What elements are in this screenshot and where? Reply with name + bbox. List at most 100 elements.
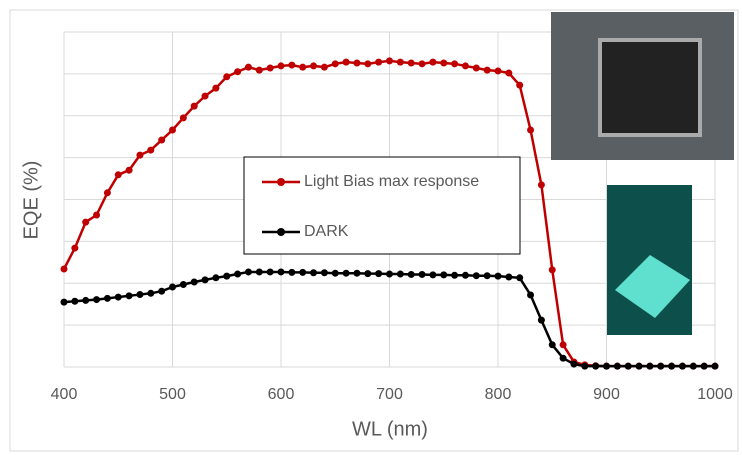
data-point xyxy=(147,146,155,154)
data-point xyxy=(396,58,404,66)
data-point xyxy=(386,57,393,65)
data-point xyxy=(559,341,567,349)
data-point xyxy=(60,298,68,306)
data-point xyxy=(461,271,469,279)
data-point xyxy=(114,171,122,179)
data-point xyxy=(592,362,600,370)
data-point xyxy=(461,62,469,70)
data-point xyxy=(93,296,101,304)
data-point xyxy=(386,270,393,278)
data-point xyxy=(179,281,187,289)
data-point xyxy=(678,362,686,370)
data-point xyxy=(537,316,545,324)
data-point xyxy=(527,126,535,134)
data-point xyxy=(483,66,491,74)
y-axis-title: EQE (%) xyxy=(20,161,42,240)
data-point xyxy=(82,218,90,226)
data-point xyxy=(82,296,90,304)
data-point xyxy=(527,291,535,299)
legend-label: DARK xyxy=(304,223,349,240)
data-point xyxy=(310,269,318,277)
data-point xyxy=(103,294,111,302)
data-point xyxy=(244,63,252,71)
data-point xyxy=(689,362,697,370)
legend: Light Bias max response DARK xyxy=(243,156,521,255)
data-point xyxy=(353,269,361,277)
data-point xyxy=(711,362,719,370)
data-point xyxy=(613,362,621,370)
data-point xyxy=(624,362,632,370)
data-point xyxy=(331,269,339,277)
data-point xyxy=(136,151,144,159)
data-point xyxy=(299,268,307,276)
data-point xyxy=(505,273,513,281)
x-tick-label: 700 xyxy=(376,386,403,403)
data-point xyxy=(277,62,285,70)
photo-device-cell xyxy=(598,38,702,137)
data-point xyxy=(190,102,198,110)
data-point xyxy=(125,292,133,300)
data-point xyxy=(288,61,296,69)
data-point xyxy=(103,189,111,197)
data-point xyxy=(223,73,231,81)
photos xyxy=(551,12,734,335)
data-point xyxy=(548,266,556,274)
data-point xyxy=(179,114,187,122)
data-point xyxy=(342,58,350,66)
data-point xyxy=(255,268,263,276)
data-point xyxy=(342,269,350,277)
photo-illuminated-cell xyxy=(615,255,690,318)
data-point xyxy=(429,58,437,66)
data-point xyxy=(494,67,502,75)
data-point xyxy=(429,271,437,279)
data-point xyxy=(212,84,220,92)
data-point xyxy=(603,362,610,370)
data-point xyxy=(299,63,307,71)
data-point xyxy=(71,244,79,252)
data-point xyxy=(60,265,68,273)
data-point xyxy=(288,268,296,276)
data-point xyxy=(234,68,242,76)
data-point xyxy=(147,289,155,297)
data-point xyxy=(125,166,133,174)
data-point xyxy=(331,60,339,68)
data-point xyxy=(158,287,166,295)
data-point xyxy=(364,270,372,278)
data-point xyxy=(570,360,578,368)
data-point xyxy=(201,276,209,284)
data-point xyxy=(266,268,274,276)
data-point xyxy=(516,81,524,89)
data-point xyxy=(668,362,676,370)
data-point xyxy=(418,60,426,68)
x-tick-label: 600 xyxy=(268,386,295,403)
data-point xyxy=(451,60,459,68)
data-point xyxy=(472,272,480,280)
legend-label: Light Bias max response xyxy=(304,173,479,190)
data-point xyxy=(114,293,122,301)
data-point xyxy=(136,291,144,299)
data-point xyxy=(71,297,79,305)
data-point xyxy=(375,58,383,66)
data-point xyxy=(418,270,426,278)
data-point xyxy=(244,268,252,276)
data-point xyxy=(451,271,459,279)
data-point xyxy=(646,362,654,370)
data-point xyxy=(657,362,665,370)
data-point xyxy=(407,270,415,278)
data-point xyxy=(505,69,513,77)
data-point xyxy=(472,64,480,72)
x-tick-label: 400 xyxy=(51,386,78,403)
x-tick-label: 1000 xyxy=(697,386,733,403)
data-point xyxy=(700,362,708,370)
data-point xyxy=(190,278,198,286)
data-point xyxy=(320,63,328,71)
data-point xyxy=(223,272,231,280)
data-point xyxy=(266,64,274,72)
data-point xyxy=(559,354,567,362)
data-point xyxy=(537,181,545,189)
data-point xyxy=(93,211,101,219)
data-point xyxy=(201,92,209,100)
data-point xyxy=(440,59,448,67)
data-point xyxy=(353,59,361,67)
